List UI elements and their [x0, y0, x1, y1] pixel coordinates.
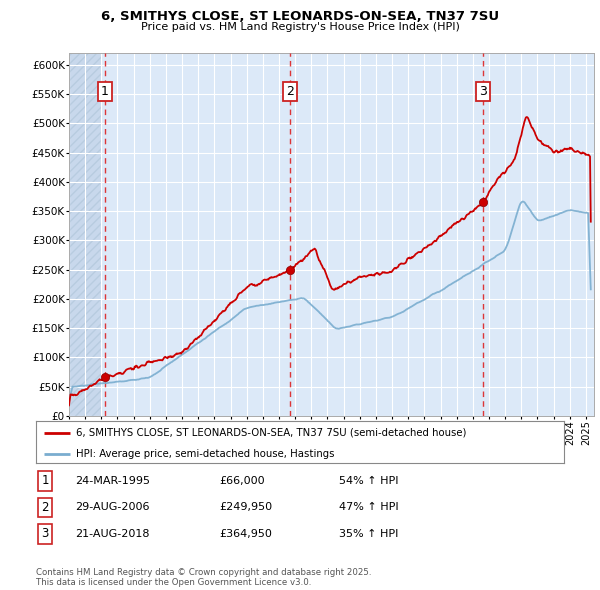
Text: HPI: Average price, semi-detached house, Hastings: HPI: Average price, semi-detached house,…	[76, 449, 334, 459]
Text: 47% ↑ HPI: 47% ↑ HPI	[339, 503, 398, 512]
Text: 54% ↑ HPI: 54% ↑ HPI	[339, 476, 398, 486]
Text: 35% ↑ HPI: 35% ↑ HPI	[339, 529, 398, 539]
Text: £249,950: £249,950	[219, 503, 272, 512]
Text: 29-AUG-2006: 29-AUG-2006	[75, 503, 149, 512]
Text: 3: 3	[479, 85, 487, 98]
Text: £66,000: £66,000	[219, 476, 265, 486]
Bar	[69, 53, 101, 416]
Text: Price paid vs. HM Land Registry's House Price Index (HPI): Price paid vs. HM Land Registry's House …	[140, 22, 460, 32]
Text: 2: 2	[41, 501, 49, 514]
Text: 2: 2	[286, 85, 293, 98]
Text: 6, SMITHYS CLOSE, ST LEONARDS-ON-SEA, TN37 7SU (semi-detached house): 6, SMITHYS CLOSE, ST LEONARDS-ON-SEA, TN…	[76, 428, 466, 438]
Text: 1: 1	[101, 85, 109, 98]
Text: 6, SMITHYS CLOSE, ST LEONARDS-ON-SEA, TN37 7SU: 6, SMITHYS CLOSE, ST LEONARDS-ON-SEA, TN…	[101, 10, 499, 23]
Text: 3: 3	[41, 527, 49, 540]
Text: Contains HM Land Registry data © Crown copyright and database right 2025.
This d: Contains HM Land Registry data © Crown c…	[36, 568, 371, 587]
Text: £364,950: £364,950	[219, 529, 272, 539]
Text: 24-MAR-1995: 24-MAR-1995	[75, 476, 150, 486]
Text: 1: 1	[41, 474, 49, 487]
Text: 21-AUG-2018: 21-AUG-2018	[75, 529, 149, 539]
